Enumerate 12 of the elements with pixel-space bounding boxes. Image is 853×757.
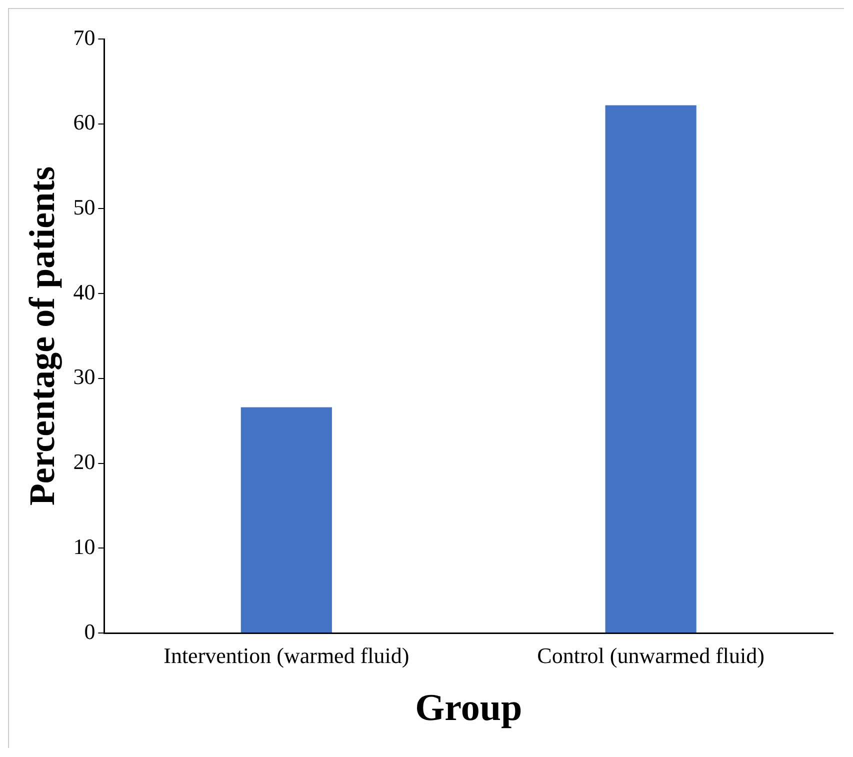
y-tick-label: 30: [73, 364, 96, 390]
y-tick-label: 50: [73, 194, 96, 220]
x-axis-title: Group: [415, 687, 522, 730]
y-axis-title: Percentage of patients: [22, 166, 62, 506]
y-tick-label: 60: [73, 110, 96, 135]
y-tick-label: 20: [73, 449, 96, 474]
x-tick-label: Control (unwarmed fluid): [537, 642, 764, 668]
y-tick-label: 70: [73, 24, 96, 50]
x-tick-label: Intervention (warmed fluid): [164, 642, 410, 668]
y-tick-label: 0: [84, 618, 96, 644]
y-tick-label: 40: [73, 279, 96, 304]
y-tick-label: 10: [73, 534, 96, 559]
